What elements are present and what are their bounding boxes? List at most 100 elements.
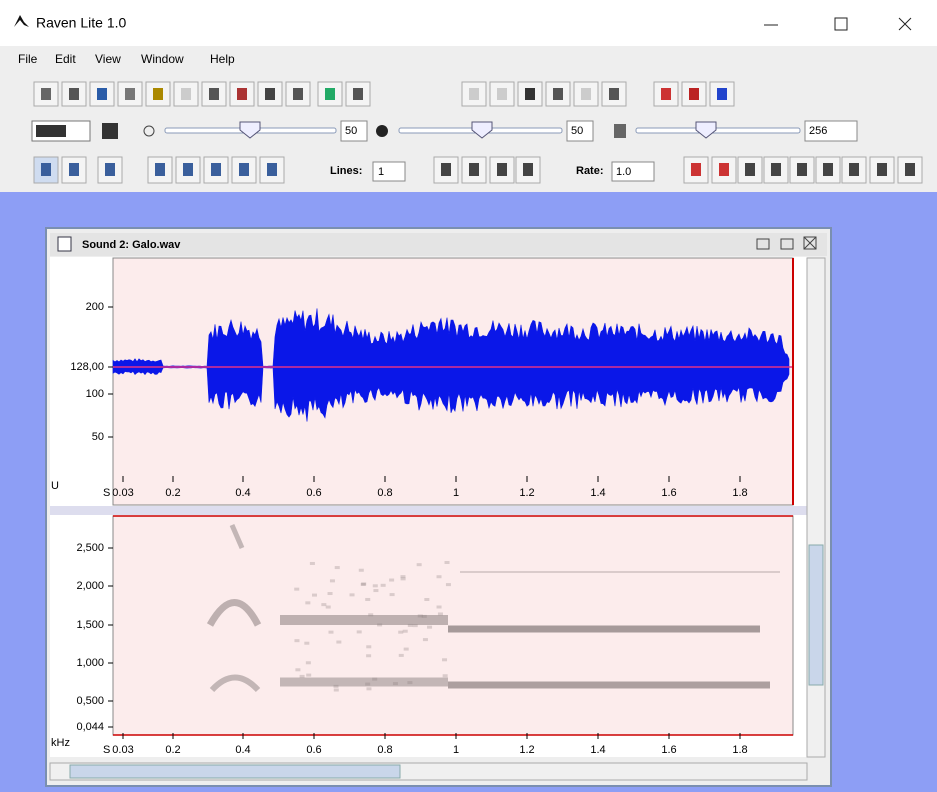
- spectrogram-noise: [403, 630, 408, 633]
- spectrogram-noise: [329, 631, 334, 634]
- invert-button[interactable]: [102, 123, 118, 139]
- spectrogram-noise: [359, 569, 364, 572]
- view-icon: [69, 163, 79, 176]
- view-icon: [745, 163, 755, 176]
- x-tick-label: 0.6: [306, 744, 321, 756]
- y-unit: U: [51, 480, 59, 492]
- spectrogram-noise: [312, 594, 317, 597]
- x-tick-label: 1.2: [519, 487, 534, 499]
- toolbar-icon: [553, 88, 563, 100]
- x-tick-label: 0.4: [235, 487, 250, 499]
- view-icon: [183, 163, 193, 176]
- menu-item[interactable]: Edit: [55, 52, 76, 66]
- spectrogram-noise: [328, 592, 333, 595]
- menu-item[interactable]: Help: [210, 52, 235, 66]
- spectrogram-noise: [336, 641, 341, 644]
- spectrogram-noise: [350, 593, 355, 596]
- menu-item[interactable]: File: [18, 52, 38, 66]
- horizontal-scroll-thumb[interactable]: [70, 765, 400, 778]
- pane-divider[interactable]: [50, 506, 807, 515]
- rate-label: Rate:: [576, 165, 604, 177]
- toolbar-icon: [661, 88, 671, 100]
- menu-item[interactable]: Window: [141, 52, 184, 66]
- spectrogram-noise: [306, 674, 311, 677]
- y-tick-label: 100: [86, 388, 104, 400]
- y-tick-label: 0,044: [76, 721, 104, 733]
- brightness-value: 50: [345, 125, 357, 137]
- toolbar-icon: [125, 88, 135, 100]
- spectrogram-noise: [361, 583, 366, 586]
- title-bar: [0, 0, 937, 46]
- toolbar-icon: [97, 88, 107, 100]
- lines-label: Lines:: [330, 165, 362, 177]
- contrast-icon: [376, 125, 388, 137]
- toolbar-icon: [69, 88, 79, 100]
- spectrogram-noise: [437, 605, 442, 608]
- x-tick-label: 1: [453, 744, 459, 756]
- page: Raven Lite 1.0 FileEditViewWindowHelp 50…: [0, 0, 937, 792]
- spectrogram-noise: [424, 598, 429, 601]
- spectrogram-noise: [295, 668, 300, 671]
- spectrogram-noise: [400, 575, 405, 578]
- sound-icon: [58, 237, 71, 251]
- spectrogram-noise: [407, 681, 412, 684]
- spectrogram-noise: [365, 683, 370, 686]
- spectrogram-noise: [413, 624, 418, 627]
- spectrogram-noise: [399, 654, 404, 657]
- spectrogram-noise: [393, 682, 398, 685]
- spectrogram-noise: [446, 583, 451, 586]
- x-tick-label: 0.2: [165, 744, 180, 756]
- vertical-scroll-thumb[interactable]: [809, 545, 823, 685]
- x-tick-label: 0.4: [235, 744, 250, 756]
- x-tick-label: 1.6: [661, 744, 676, 756]
- view-icon: [441, 163, 451, 176]
- contrast-value: 50: [571, 125, 583, 137]
- spectrogram-noise: [438, 612, 443, 615]
- spectrogram-noise: [372, 678, 377, 681]
- spectrogram-noise: [373, 589, 378, 592]
- x-tick-label: 1: [453, 487, 459, 499]
- spectrogram-noise: [368, 613, 373, 616]
- toolbar-icon: [265, 88, 275, 100]
- y-unit: kHz: [51, 737, 70, 749]
- x-tick-label: 1.6: [661, 487, 676, 499]
- toolbar-icon: [469, 88, 479, 100]
- view-icon: [797, 163, 807, 176]
- y-tick-label: 2,500: [76, 542, 104, 554]
- spectrogram-noise: [334, 685, 339, 688]
- spectrogram-noise: [389, 579, 394, 582]
- x-unit: S: [103, 744, 110, 756]
- toolbar-icon: [153, 88, 163, 100]
- resolution-value: 256: [809, 125, 827, 137]
- spectrogram-noise: [445, 561, 450, 564]
- view-icon: [905, 163, 915, 176]
- lines-value: 1: [378, 166, 384, 178]
- spectrogram-noise: [310, 562, 315, 565]
- spectrogram-noise: [330, 579, 335, 582]
- spectrogram-noise: [417, 563, 422, 566]
- spectrogram-noise: [437, 575, 442, 578]
- spectrogram-noise: [365, 598, 370, 601]
- spectrogram-noise: [335, 566, 340, 569]
- spectrogram-noise: [366, 687, 371, 690]
- view-icon: [691, 163, 701, 176]
- view-icon: [771, 163, 781, 176]
- y-tick-label: 1,000: [76, 657, 104, 669]
- spectrogram-noise: [443, 674, 448, 677]
- x-tick-label: 0.8: [377, 487, 392, 499]
- toolbar-icon: [293, 88, 303, 100]
- toolbar-icon: [497, 88, 507, 100]
- x-unit: S: [103, 487, 110, 499]
- toolbar-icon: [581, 88, 591, 100]
- x-tick-label: 1.2: [519, 744, 534, 756]
- view-icon: [497, 163, 507, 176]
- resolution-slider-track[interactable]: [636, 128, 800, 133]
- menu-item[interactable]: View: [95, 52, 121, 66]
- view-icon: [849, 163, 859, 176]
- view-icon: [105, 163, 115, 176]
- x-tick-label: 0.03: [112, 744, 133, 756]
- spectrogram-noise: [398, 631, 403, 634]
- rate-value: 1.0: [616, 166, 631, 178]
- y-tick-label: 50: [92, 431, 104, 443]
- toolbar-icon: [41, 88, 51, 100]
